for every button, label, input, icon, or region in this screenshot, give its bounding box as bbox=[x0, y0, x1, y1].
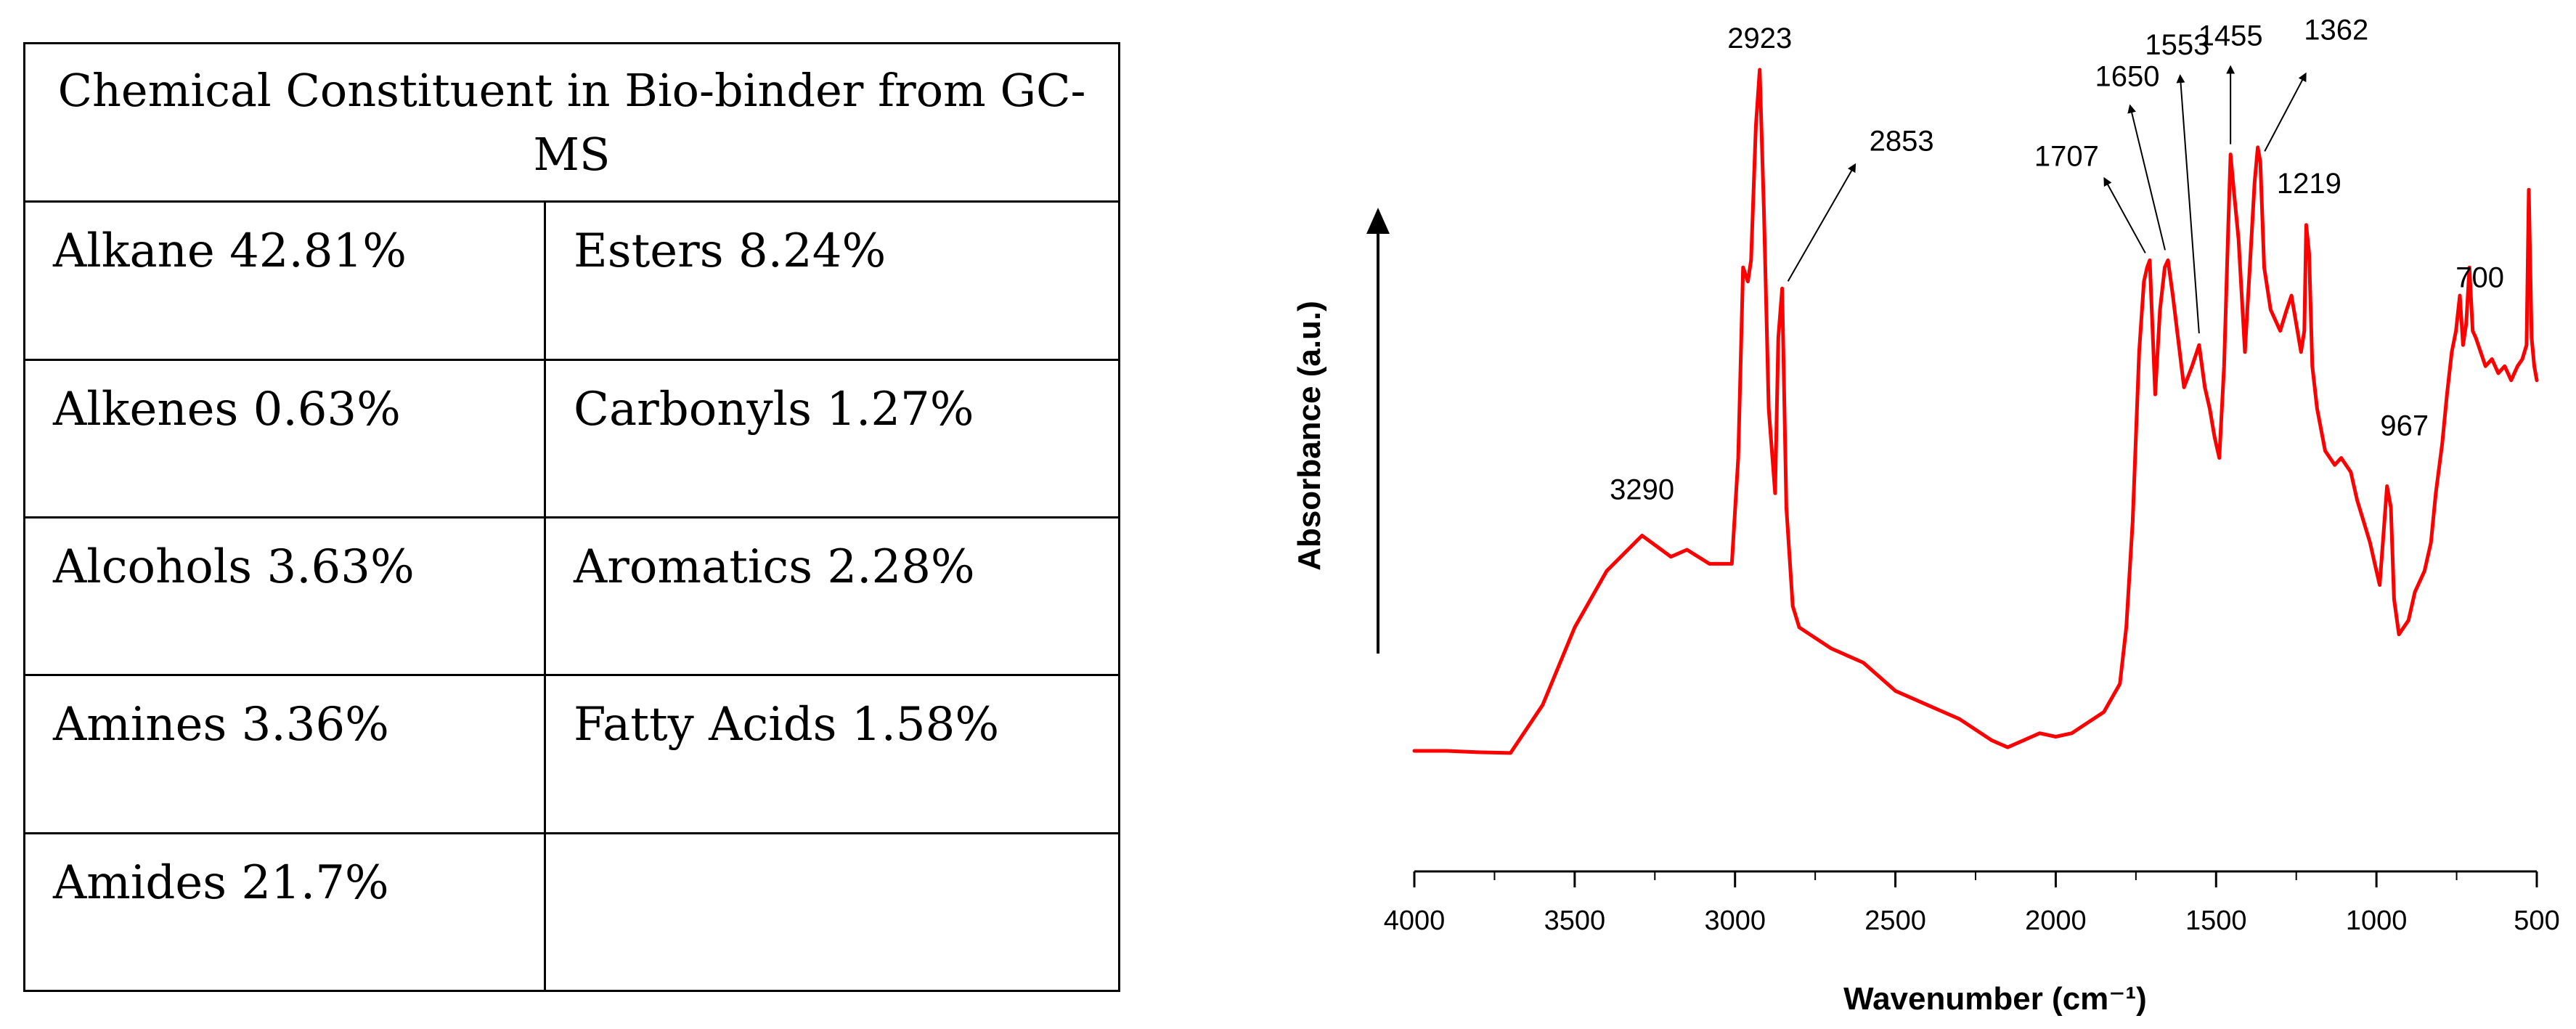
table-cell: Esters 8.24% bbox=[543, 200, 1121, 361]
x-tick-label: 2000 bbox=[2025, 906, 2087, 936]
peak-label: 967 bbox=[2380, 410, 2429, 442]
peak-label: 1362 bbox=[2304, 14, 2368, 46]
peak-label: 3290 bbox=[1610, 474, 1674, 506]
peak-label: 2853 bbox=[1870, 125, 1934, 157]
annotation-arrow bbox=[2176, 74, 2200, 334]
peak-label: 2923 bbox=[1727, 23, 1792, 54]
table-cell: Alcohols 3.63% bbox=[23, 516, 546, 677]
table-cell bbox=[543, 831, 1121, 993]
y-axis-label: Absorbance (a.u.) bbox=[1292, 301, 1327, 571]
table-row: Amides 21.7% bbox=[23, 831, 1121, 993]
x-tick-label: 1500 bbox=[2185, 906, 2247, 936]
table-row: Alcohols 3.63% Aromatics 2.28% bbox=[23, 516, 1121, 677]
table-cell: Amines 3.36% bbox=[23, 674, 546, 834]
x-tick-label: 500 bbox=[2514, 906, 2559, 936]
series-line-0 bbox=[1412, 68, 2539, 755]
table-cell: Carbonyls 1.27% bbox=[543, 358, 1121, 518]
peak-label: 1455 bbox=[2198, 20, 2263, 52]
annotation-arrow bbox=[1787, 163, 1856, 282]
x-tick-label: 3000 bbox=[1704, 906, 1766, 936]
table-cell: Aromatics 2.28% bbox=[543, 516, 1121, 677]
table-row: Alkane 42.81% Esters 8.24% bbox=[23, 200, 1121, 361]
table-cell: Alkane 42.81% bbox=[23, 200, 546, 361]
constituent-table: Chemical Constituent in Bio-binder from … bbox=[23, 41, 1121, 993]
annotation-arrow bbox=[2264, 72, 2307, 152]
table-cell: Amides 21.7% bbox=[23, 831, 546, 993]
table-row: Amines 3.36% Fatty Acids 1.58% bbox=[23, 674, 1121, 834]
peak-label: 1553 bbox=[2145, 29, 2209, 61]
x-tick-label: 3500 bbox=[1544, 906, 1606, 936]
table-row: Alkenes 0.63% Carbonyls 1.27% bbox=[23, 358, 1121, 518]
x-tick-label: 1000 bbox=[2346, 906, 2408, 936]
peak-label: 1650 bbox=[2095, 60, 2160, 92]
table-cell: Fatty Acids 1.58% bbox=[543, 674, 1121, 834]
x-tick-label: 4000 bbox=[1384, 906, 1446, 936]
x-axis-label: Wavenumber (cm⁻¹) bbox=[1843, 981, 2147, 1017]
annotation-arrow bbox=[2127, 104, 2167, 251]
x-tick-label: 2500 bbox=[1864, 906, 1926, 936]
table-cell: Alkenes 0.63% bbox=[23, 358, 546, 518]
peak-label: 700 bbox=[2455, 262, 2504, 294]
table-title: Chemical Constituent in Bio-binder from … bbox=[23, 41, 1121, 203]
peak-label: 1707 bbox=[2034, 140, 2099, 172]
ftir-chart: 4000 3500 3000 2500 2000 1500 1000 500 3290 2923… bbox=[1292, 14, 2560, 1017]
annotation-arrow bbox=[2103, 176, 2146, 253]
peak-label: 1219 bbox=[2277, 168, 2341, 200]
